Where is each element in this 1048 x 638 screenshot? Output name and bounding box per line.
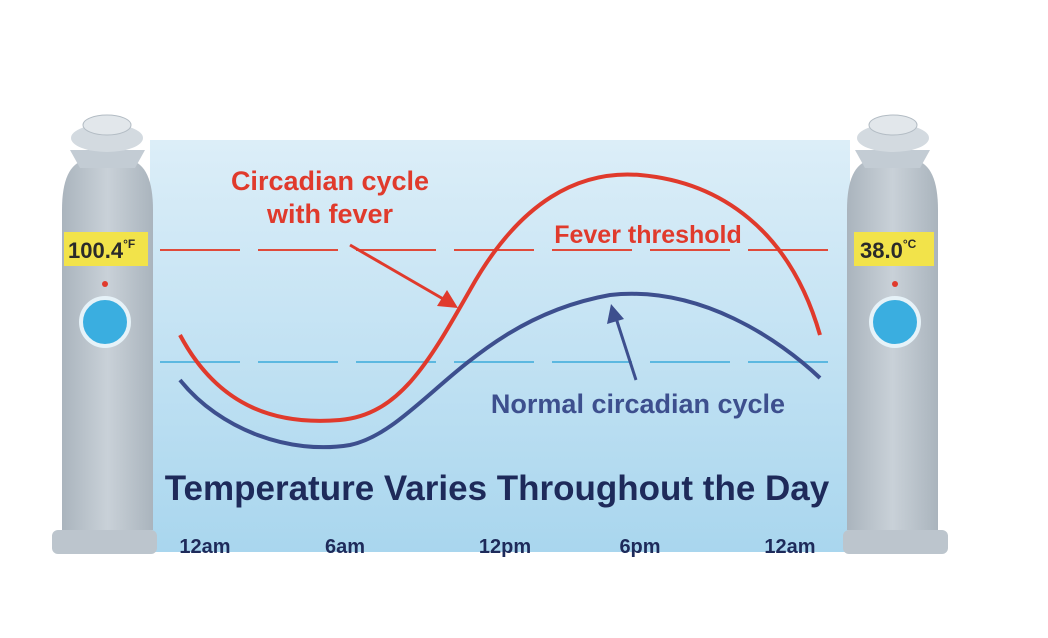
- reading: 38.0°C: [860, 237, 917, 263]
- fever-threshold-label: Fever threshold: [554, 221, 742, 249]
- thermometer-left: 100.4°F: [52, 114, 157, 554]
- time-label: 6pm: [619, 536, 660, 558]
- reading-part: 38.0: [860, 238, 903, 263]
- normal-arrow-head: [607, 304, 624, 324]
- fever-arrow: [349, 243, 446, 302]
- normal-curve: [178, 291, 822, 450]
- fever-cycle-label: with fever: [266, 199, 394, 229]
- fever-cycle-label: Circadian cycle: [231, 166, 429, 196]
- title: Temperature Varies Throughout the Day: [165, 469, 830, 508]
- reading-part: °F: [123, 237, 135, 251]
- reading: 100.4°F: [68, 237, 135, 263]
- fever-arrow-head: [437, 290, 458, 308]
- normal-cycle-label: Normal circadian cycle: [491, 389, 785, 419]
- fever-curve: [178, 172, 822, 423]
- time-label: 12am: [764, 536, 815, 558]
- normal-arrow: [614, 317, 638, 381]
- time-label: 12pm: [479, 536, 531, 558]
- thermometer-right: 38.0°C: [843, 114, 948, 554]
- reading-part: °C: [903, 237, 917, 251]
- time-label: 12am: [179, 536, 230, 558]
- time-label: 6am: [325, 536, 365, 558]
- reading-part: 100.4: [68, 238, 124, 263]
